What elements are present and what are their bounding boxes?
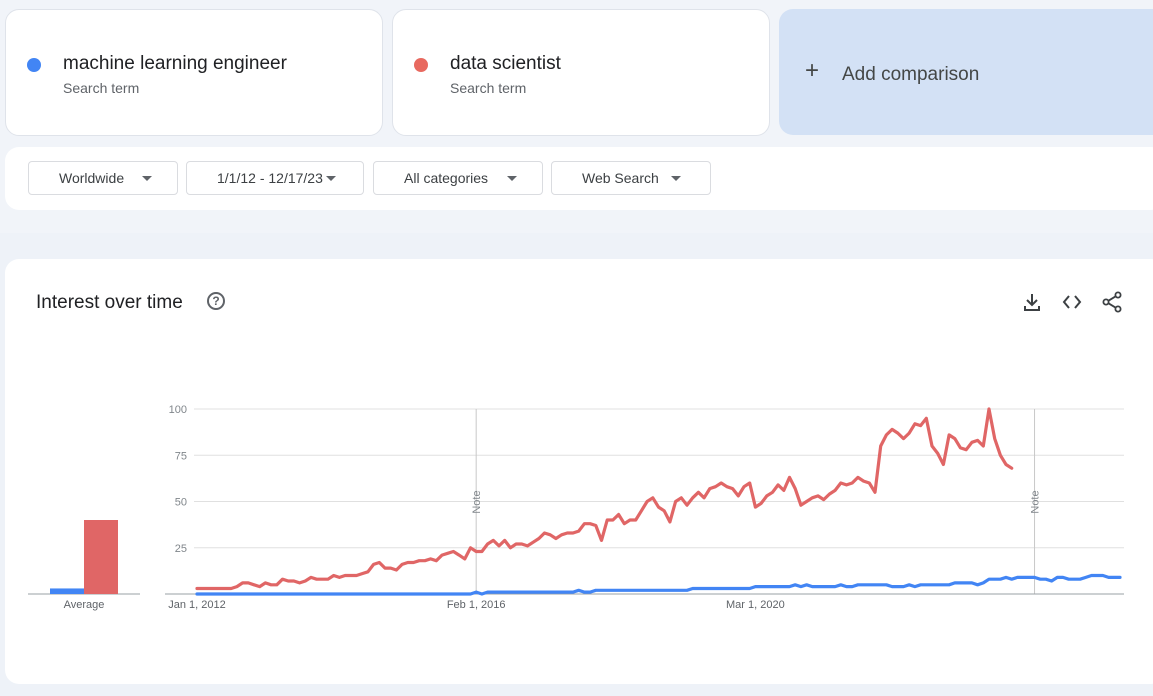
filter-bar: Worldwide 1/1/12 - 12/17/23 All categori… [5, 147, 1153, 210]
average-bar [84, 520, 118, 594]
category-filter[interactable]: All categories [373, 161, 543, 195]
x-tick-label: Feb 1, 2016 [447, 599, 506, 611]
chart-title: Interest over time [36, 292, 183, 313]
term-1-color-dot [27, 58, 41, 72]
search-type-filter-label: Web Search [582, 170, 659, 186]
y-tick-label: 25 [175, 543, 187, 555]
add-comparison-button[interactable]: + Add comparison [779, 9, 1153, 135]
region-filter-label: Worldwide [59, 170, 125, 186]
chevron-down-icon [326, 176, 336, 181]
chevron-down-icon [671, 176, 681, 181]
add-comparison-label: Add comparison [842, 64, 980, 85]
series-line [195, 407, 1014, 591]
y-tick-label: 50 [175, 497, 187, 509]
download-icon[interactable] [1021, 291, 1043, 313]
term-1-name[interactable]: machine learning engineer [63, 53, 287, 74]
help-icon[interactable]: ? [207, 292, 225, 310]
note-label: Note [471, 490, 483, 513]
x-tick-label: Jan 1, 2012 [168, 599, 226, 611]
search-type-filter[interactable]: Web Search [551, 161, 711, 195]
share-icon[interactable] [1101, 291, 1123, 313]
y-tick-label: 100 [169, 404, 187, 416]
date-range-filter[interactable]: 1/1/12 - 12/17/23 [186, 161, 364, 195]
category-filter-label: All categories [404, 170, 489, 186]
embed-code-icon[interactable] [1061, 291, 1083, 313]
series-line [195, 573, 1122, 596]
chevron-down-icon [507, 176, 517, 181]
interest-over-time-card: Interest over time ? [5, 259, 1153, 684]
term-2-color-dot [414, 58, 428, 72]
term-2-sub: Search term [450, 80, 527, 96]
x-tick-label: Mar 1, 2020 [726, 599, 785, 611]
term-2-name[interactable]: data scientist [450, 53, 561, 74]
plus-icon: + [805, 57, 820, 84]
average-label: Average [64, 599, 105, 611]
region-filter[interactable]: Worldwide [28, 161, 178, 195]
note-label: Note [1030, 490, 1042, 513]
term-1-sub: Search term [63, 80, 140, 96]
term-card-1[interactable]: machine learning engineer Search term [5, 9, 383, 136]
chevron-down-icon [142, 176, 152, 181]
term-card-2[interactable]: data scientist Search term [392, 9, 770, 136]
y-tick-label: 75 [175, 450, 187, 462]
date-range-filter-label: 1/1/12 - 12/17/23 [217, 170, 323, 186]
average-bar [50, 588, 84, 594]
